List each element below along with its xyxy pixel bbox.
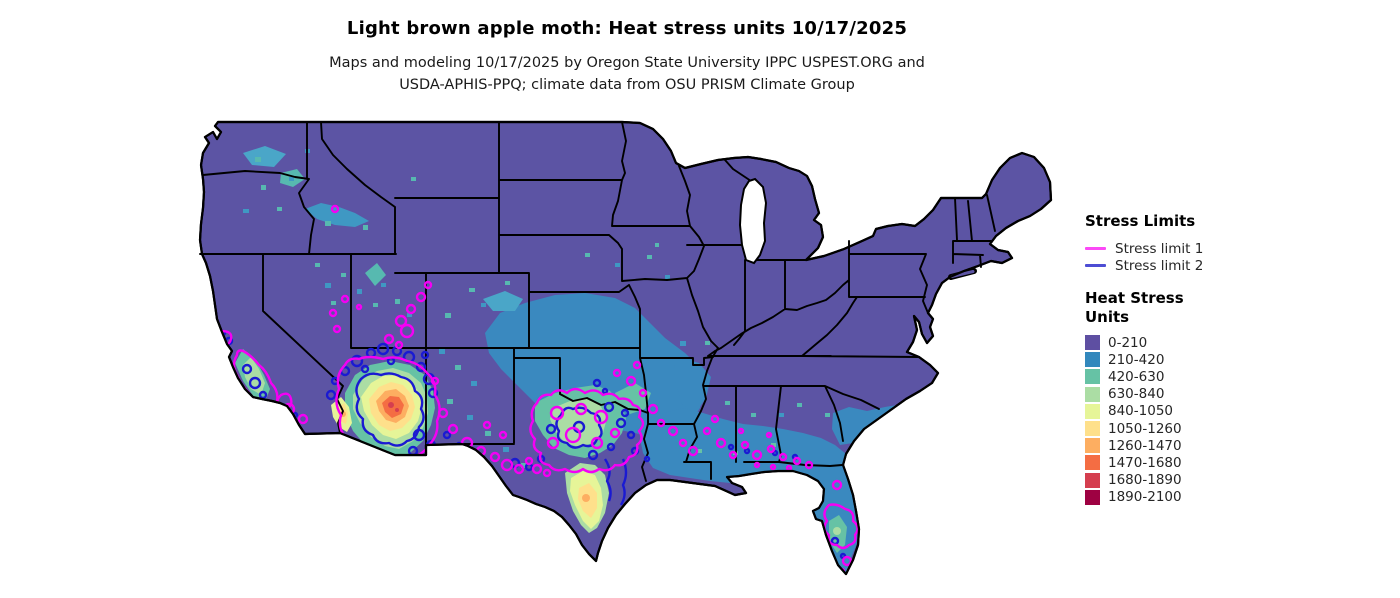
bin-range-label: 0-210 xyxy=(1108,334,1148,351)
bin-color-swatch xyxy=(1085,421,1100,437)
stress-limits-heading: Stress Limits xyxy=(1085,212,1196,230)
page-title: Light brown apple moth: Heat stress unit… xyxy=(346,18,908,39)
stress-limits-list: Stress limit 1 Stress limit 2 xyxy=(1085,240,1203,274)
bin-row: 1890-2100 xyxy=(1085,489,1203,506)
stress-limit-1-entry: Stress limit 1 xyxy=(1085,240,1203,257)
stress-limit-1-line-swatch xyxy=(1085,247,1106,250)
stress-limit-1-label: Stress limit 1 xyxy=(1115,240,1204,257)
bin-row: 0-210 xyxy=(1085,334,1203,351)
bin-range-label: 1890-2100 xyxy=(1108,489,1182,506)
bin-color-swatch xyxy=(1085,472,1100,488)
lake-michigan xyxy=(738,177,768,265)
stress-limit-2-entry: Stress limit 2 xyxy=(1085,257,1203,274)
bin-row: 840-1050 xyxy=(1085,403,1203,420)
us-map-svg xyxy=(198,120,1053,576)
legend: Stress Limits Stress limit 1 Stress limi… xyxy=(1085,212,1203,506)
bin-color-swatch xyxy=(1085,369,1100,385)
us-heat-stress-map xyxy=(185,113,1065,594)
bin-color-swatch xyxy=(1085,335,1100,351)
bin-color-swatch xyxy=(1085,403,1100,419)
stress-limit-2-label: Stress limit 2 xyxy=(1115,257,1204,274)
stress-limit-2-line-swatch xyxy=(1085,264,1106,267)
bin-range-label: 1680-1890 xyxy=(1108,472,1182,489)
subtitle-line-1: Maps and modeling 10/17/2025 by Oregon S… xyxy=(329,55,925,71)
bin-row: 1470-1680 xyxy=(1085,454,1203,471)
bin-row: 1680-1890 xyxy=(1085,472,1203,489)
bin-color-swatch xyxy=(1085,489,1100,505)
bin-row: 630-840 xyxy=(1085,386,1203,403)
subtitle-line-2: USDA-APHIS-PPQ; climate data from OSU PR… xyxy=(399,77,855,93)
bin-color-swatch xyxy=(1085,352,1100,368)
bin-range-label: 1050-1260 xyxy=(1108,420,1182,437)
bin-range-label: 210-420 xyxy=(1108,351,1165,368)
bin-range-label: 630-840 xyxy=(1108,386,1165,403)
bin-range-label: 840-1050 xyxy=(1108,403,1173,420)
bin-range-label: 1260-1470 xyxy=(1108,437,1182,454)
bin-row: 1050-1260 xyxy=(1085,420,1203,437)
heat-stress-heading-line-1: Heat Stress xyxy=(1085,289,1184,307)
bin-row: 420-630 xyxy=(1085,368,1203,385)
state-borders xyxy=(199,121,996,482)
conus-outline xyxy=(198,120,1053,576)
bin-range-label: 420-630 xyxy=(1108,368,1165,385)
bin-row: 210-420 xyxy=(1085,351,1203,368)
bin-color-swatch xyxy=(1085,386,1100,402)
bin-range-label: 1470-1680 xyxy=(1108,454,1182,471)
subtitle: Maps and modeling 10/17/2025 by Oregon S… xyxy=(177,52,1077,96)
title-block: Light brown apple moth: Heat stress unit… xyxy=(177,18,1077,96)
heat-stress-bin-list: 0-210 210-420 420-630 630-840 840-1050 1… xyxy=(1085,334,1203,506)
heat-stress-heading: Heat Stress Units xyxy=(1085,289,1203,327)
bin-row: 1260-1470 xyxy=(1085,437,1203,454)
bin-color-swatch xyxy=(1085,438,1100,454)
heat-stress-heading-line-2: Units xyxy=(1085,308,1130,326)
bin-color-swatch xyxy=(1085,455,1100,471)
